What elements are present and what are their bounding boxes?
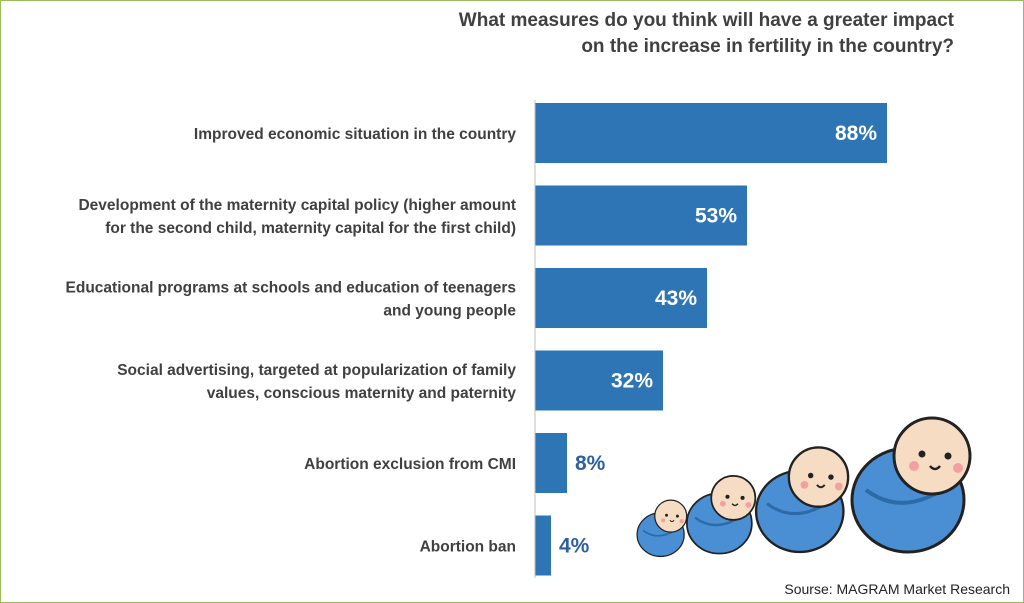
baby-1 [636, 499, 688, 558]
category-label-5-line-1: Abortion exclusion from CMI [304, 456, 516, 473]
bar-6 [535, 515, 551, 576]
category-label-3-line-2: and young people [383, 303, 516, 320]
category-label-4-line-2: values, conscious maternity and paternit… [207, 385, 517, 402]
chart-title: What measures do you think will have a g… [354, 8, 954, 60]
baby-2 [686, 474, 757, 555]
category-label-2-line-1: Development of the maternity capital pol… [78, 197, 516, 214]
source-note: Sourse: MAGRAM Market Research [784, 581, 1010, 597]
bar-3 [535, 268, 707, 328]
bar-1 [535, 103, 887, 163]
category-label-1-line-1: Improved economic situation in the count… [194, 126, 516, 143]
category-label-4-line-1: Social advertising, targeted at populari… [117, 362, 516, 379]
category-label-2-line-2: for the second child, maternity capital … [105, 220, 516, 237]
bar-value-label-3: 43% [655, 287, 697, 310]
category-label-3-line-1: Educational programs at schools and educ… [66, 280, 516, 297]
bar-5 [535, 433, 567, 493]
category-label-6-line-1: Abortion ban [420, 539, 516, 556]
bar-value-label-5: 8% [575, 452, 606, 475]
swaddled-babies-icon [636, 416, 972, 558]
baby-3 [754, 446, 850, 554]
bar-value-label-2: 53% [695, 205, 737, 228]
chart-title-line-2: on the increase in fertility in the coun… [581, 36, 954, 57]
bar-value-label-1: 88% [835, 122, 877, 145]
bar-2 [535, 185, 747, 246]
bar-value-label-6: 4% [559, 535, 590, 558]
baby-4 [850, 416, 972, 554]
bar-value-label-4: 32% [611, 370, 653, 393]
bar-4 [535, 350, 663, 411]
chart-title-line-1: What measures do you think will have a g… [458, 10, 954, 31]
